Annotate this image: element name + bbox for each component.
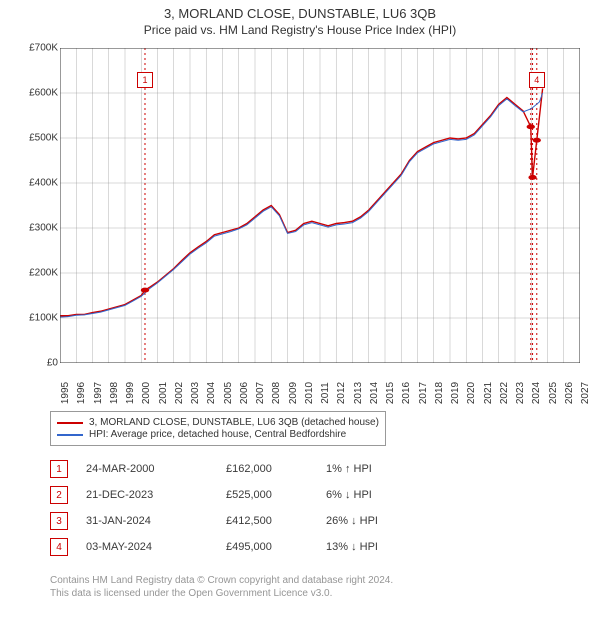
transaction-row: 2 21-DEC-2023 £525,000 6% ↓ HPI	[50, 482, 590, 508]
x-tick-label: 2012	[336, 382, 344, 404]
y-tick-label: £300K	[10, 223, 58, 234]
transaction-table: 1 24-MAR-2000 £162,000 1% ↑ HPI 2 21-DEC-2023…	[50, 456, 590, 560]
transaction-date: 31-JAN-2024	[86, 515, 216, 527]
x-tick-label: 1998	[109, 382, 117, 404]
x-tick-label: 2020	[466, 382, 474, 404]
plot-area: 14	[60, 48, 580, 363]
x-tick-label: 2002	[174, 382, 182, 404]
transaction-index-box: 4	[50, 538, 68, 556]
chart-marker-box: 4	[529, 72, 545, 88]
x-axis: 1995 1996 1997 1998 1999 2000 2001 2002 2003 2004…	[60, 365, 580, 403]
legend: 3, MORLAND CLOSE, DUNSTABLE, LU6 3QB (de…	[50, 411, 386, 446]
y-axis: £0£100K£200K£300K£400K£500K£600K£700K	[10, 48, 58, 363]
y-tick-label: £200K	[10, 268, 58, 279]
x-tick-label: 2009	[288, 382, 296, 404]
title-block: 3, MORLAND CLOSE, DUNSTABLE, LU6 3QB Pri…	[0, 0, 600, 37]
x-tick-label: 2023	[515, 382, 523, 404]
y-tick-label: £700K	[10, 43, 58, 54]
x-tick-label: 2014	[369, 382, 377, 404]
x-tick-label: 2000	[141, 382, 149, 404]
footer-line-2: This data is licensed under the Open Gov…	[50, 587, 590, 600]
legend-item: HPI: Average price, detached house, Cent…	[57, 429, 379, 440]
y-tick-label: £500K	[10, 133, 58, 144]
x-tick-label: 2005	[223, 382, 231, 404]
x-tick-label: 2015	[385, 382, 393, 404]
x-tick-label: 1995	[60, 382, 68, 404]
y-tick-label: £400K	[10, 178, 58, 189]
chart-title: 3, MORLAND CLOSE, DUNSTABLE, LU6 3QB	[0, 6, 600, 21]
transaction-row: 4 03-MAY-2024 £495,000 13% ↓ HPI	[50, 534, 590, 560]
x-tick-label: 2019	[450, 382, 458, 404]
x-tick-label: 1996	[76, 382, 84, 404]
transaction-index-box: 1	[50, 460, 68, 478]
x-tick-label: 2018	[434, 382, 442, 404]
chart-svg	[60, 48, 580, 363]
transaction-date: 24-MAR-2000	[86, 463, 216, 475]
transaction-date: 03-MAY-2024	[86, 541, 216, 553]
y-tick-label: £100K	[10, 313, 58, 324]
x-tick-label: 2016	[401, 382, 409, 404]
y-tick-label: £600K	[10, 88, 58, 99]
x-tick-label: 2017	[418, 382, 426, 404]
x-tick-label: 2003	[190, 382, 198, 404]
x-tick-label: 2008	[271, 382, 279, 404]
x-tick-label: 2026	[564, 382, 572, 404]
legend-label: HPI: Average price, detached house, Cent…	[89, 429, 346, 440]
footer-line-1: Contains HM Land Registry data © Crown c…	[50, 574, 590, 587]
chart-area: £0£100K£200K£300K£400K£500K£600K£700K 14…	[10, 43, 590, 403]
chart-marker-box: 1	[137, 72, 153, 88]
x-tick-label: 2004	[206, 382, 214, 404]
x-tick-label: 2013	[353, 382, 361, 404]
x-tick-label: 2027	[580, 382, 588, 404]
x-tick-label: 2011	[320, 382, 328, 404]
transaction-pct: 6% ↓ HPI	[326, 489, 416, 501]
transaction-price: £525,000	[226, 489, 316, 501]
x-tick-label: 2021	[483, 382, 491, 404]
transaction-date: 21-DEC-2023	[86, 489, 216, 501]
transaction-row: 3 31-JAN-2024 £412,500 26% ↓ HPI	[50, 508, 590, 534]
transaction-price: £412,500	[226, 515, 316, 527]
x-tick-label: 2022	[499, 382, 507, 404]
x-tick-label: 1999	[125, 382, 133, 404]
transaction-price: £495,000	[226, 541, 316, 553]
transaction-pct: 13% ↓ HPI	[326, 541, 416, 553]
legend-swatch	[57, 434, 83, 436]
transaction-pct: 1% ↑ HPI	[326, 463, 416, 475]
transaction-price: £162,000	[226, 463, 316, 475]
x-tick-label: 1997	[93, 382, 101, 404]
x-tick-label: 2001	[158, 382, 166, 404]
chart-subtitle: Price paid vs. HM Land Registry's House …	[0, 23, 600, 37]
x-tick-label: 2010	[304, 382, 312, 404]
x-tick-label: 2006	[239, 382, 247, 404]
y-tick-label: £0	[10, 358, 58, 369]
transaction-row: 1 24-MAR-2000 £162,000 1% ↑ HPI	[50, 456, 590, 482]
x-tick-label: 2007	[255, 382, 263, 404]
transaction-index-box: 2	[50, 486, 68, 504]
legend-label: 3, MORLAND CLOSE, DUNSTABLE, LU6 3QB (de…	[89, 417, 379, 428]
x-tick-label: 2025	[548, 382, 556, 404]
legend-swatch	[57, 422, 83, 424]
transaction-index-box: 3	[50, 512, 68, 530]
footer: Contains HM Land Registry data © Crown c…	[50, 574, 590, 600]
legend-item: 3, MORLAND CLOSE, DUNSTABLE, LU6 3QB (de…	[57, 417, 379, 428]
x-tick-label: 2024	[531, 382, 539, 404]
transaction-pct: 26% ↓ HPI	[326, 515, 416, 527]
